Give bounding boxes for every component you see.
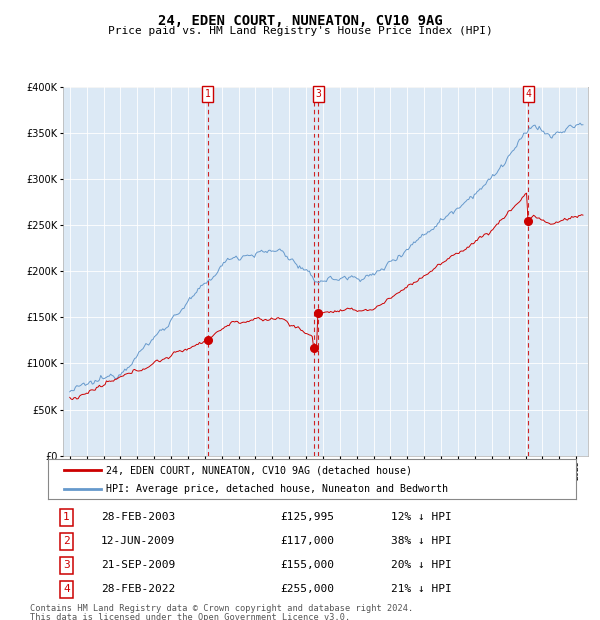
- Text: 4: 4: [526, 89, 531, 99]
- Text: 38% ↓ HPI: 38% ↓ HPI: [391, 536, 452, 546]
- Text: 1: 1: [63, 512, 70, 522]
- Text: 3: 3: [63, 560, 70, 570]
- Text: £255,000: £255,000: [280, 585, 334, 595]
- Text: 28-FEB-2022: 28-FEB-2022: [101, 585, 175, 595]
- Text: £117,000: £117,000: [280, 536, 334, 546]
- Text: 21% ↓ HPI: 21% ↓ HPI: [391, 585, 452, 595]
- Text: £125,995: £125,995: [280, 512, 334, 522]
- Text: 12% ↓ HPI: 12% ↓ HPI: [391, 512, 452, 522]
- Text: 20% ↓ HPI: 20% ↓ HPI: [391, 560, 452, 570]
- Text: 28-FEB-2003: 28-FEB-2003: [101, 512, 175, 522]
- Text: 1: 1: [205, 89, 211, 99]
- Text: 21-SEP-2009: 21-SEP-2009: [101, 560, 175, 570]
- Text: 24, EDEN COURT, NUNEATON, CV10 9AG: 24, EDEN COURT, NUNEATON, CV10 9AG: [158, 14, 442, 28]
- Text: 12-JUN-2009: 12-JUN-2009: [101, 536, 175, 546]
- Text: 24, EDEN COURT, NUNEATON, CV10 9AG (detached house): 24, EDEN COURT, NUNEATON, CV10 9AG (deta…: [106, 465, 412, 475]
- Text: Contains HM Land Registry data © Crown copyright and database right 2024.: Contains HM Land Registry data © Crown c…: [30, 604, 413, 613]
- Text: 4: 4: [63, 585, 70, 595]
- Text: 3: 3: [316, 89, 321, 99]
- Text: This data is licensed under the Open Government Licence v3.0.: This data is licensed under the Open Gov…: [30, 613, 350, 620]
- Text: 2: 2: [63, 536, 70, 546]
- Text: Price paid vs. HM Land Registry's House Price Index (HPI): Price paid vs. HM Land Registry's House …: [107, 26, 493, 36]
- Text: HPI: Average price, detached house, Nuneaton and Bedworth: HPI: Average price, detached house, Nune…: [106, 484, 448, 494]
- Text: £155,000: £155,000: [280, 560, 334, 570]
